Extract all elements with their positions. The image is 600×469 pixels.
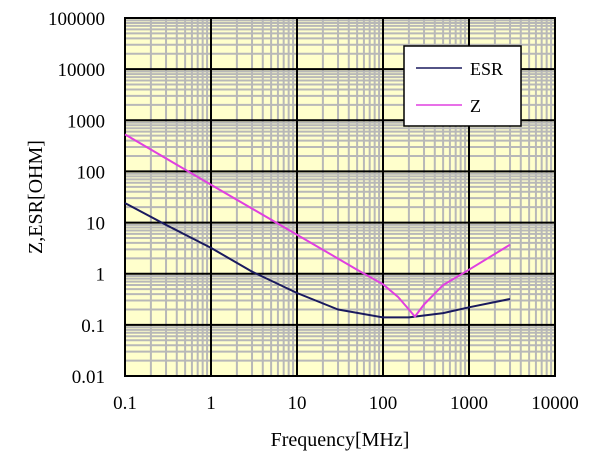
y-axis-label: Z,ESR[OHM] [25, 140, 47, 254]
y-tick-label: 1 [96, 265, 106, 286]
y-tick-label: 100 [77, 162, 106, 183]
series-line-esr [124, 202, 511, 319]
legend-label-esr: ESR [470, 59, 503, 79]
tick-labels: 0.1 1 10 100 1000 10000 0.01 0.1 1 10 100 1000 10000… [48, 9, 579, 414]
y-tick-label: 0.1 [81, 316, 105, 337]
series-line-z [124, 133, 511, 318]
y-tick-label: 1000 [67, 111, 105, 132]
legend-box [403, 45, 522, 127]
x-tick-label: 0.1 [113, 393, 137, 414]
legend-label-z: Z [470, 96, 481, 116]
x-tick-label: 10 [288, 393, 307, 414]
legend: ESR Z [403, 45, 522, 127]
series-lines [124, 133, 511, 319]
plot-border [124, 17, 556, 377]
x-tick-label: 1000 [450, 393, 488, 414]
y-tick-label: 100000 [48, 9, 105, 30]
x-tick-label: 10000 [531, 393, 579, 414]
y-tick-label: 10000 [58, 60, 106, 81]
x-tick-label: 1 [206, 393, 216, 414]
x-axis-label: Frequency[MHz] [271, 429, 410, 451]
y-tick-label: 10 [86, 214, 105, 235]
x-tick-label: 100 [369, 393, 398, 414]
y-tick-label: 0.01 [72, 367, 105, 388]
